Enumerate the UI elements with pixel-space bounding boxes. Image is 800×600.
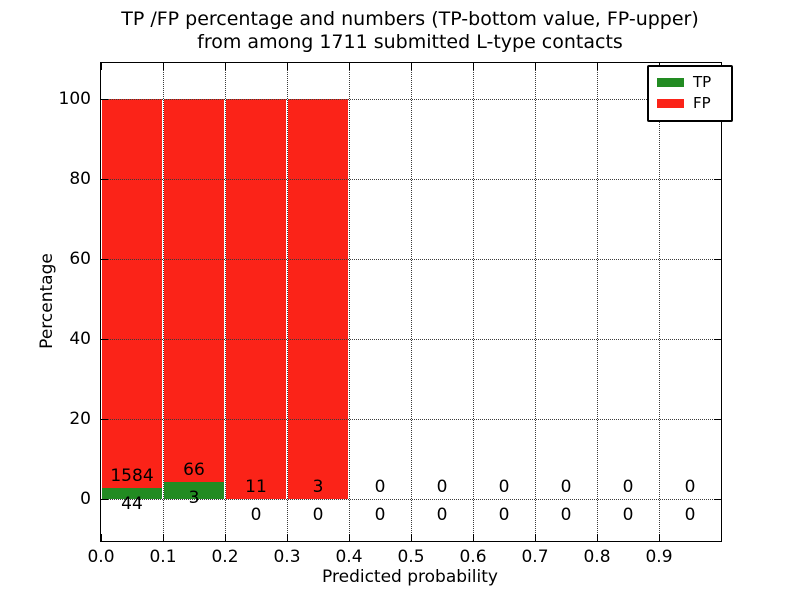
tp-count-label: 0 <box>436 505 448 525</box>
y-tick-mark <box>101 339 108 340</box>
chart-title: TP /FP percentage and numbers (TP-bottom… <box>121 8 699 54</box>
x-tick-mark-top <box>287 63 288 70</box>
gridline-vertical <box>659 63 660 541</box>
chart-title-line1: TP /FP percentage and numbers (TP-bottom… <box>121 8 699 30</box>
gridline-vertical <box>225 63 226 541</box>
bar-tp-segment <box>101 488 163 499</box>
x-tick-mark <box>349 534 350 541</box>
legend-entry-fp: FP <box>657 93 723 114</box>
fp-count-label: 0 <box>560 477 572 497</box>
x-tick-mark-top <box>225 63 226 70</box>
x-tick-mark <box>101 534 102 541</box>
y-tick-label: 80 <box>69 169 91 189</box>
tp-count-label: 0 <box>312 505 324 525</box>
x-tick-mark-top <box>597 63 598 70</box>
tp-count-label: 44 <box>121 494 143 515</box>
legend: TP FP <box>647 65 733 122</box>
x-tick-mark <box>597 534 598 541</box>
bar-fp-segment <box>101 99 163 489</box>
gridline-vertical <box>411 63 412 541</box>
x-tick-label: 0.4 <box>335 547 363 567</box>
x-tick-label: 0.7 <box>521 547 549 567</box>
y-tick-mark-right <box>714 339 721 340</box>
tp-count-label: 0 <box>560 505 572 525</box>
x-tick-mark-top <box>473 63 474 70</box>
tp-count-label: 0 <box>250 505 262 525</box>
x-tick-label: 0.0 <box>87 547 115 567</box>
fp-count-label: 1584 <box>110 466 154 487</box>
y-tick-mark <box>101 99 108 100</box>
x-tick-mark <box>225 534 226 541</box>
y-tick-mark <box>101 499 108 500</box>
x-tick-label: 0.1 <box>149 547 177 567</box>
y-tick-label: 100 <box>58 89 91 109</box>
tp-count-label: 0 <box>498 505 510 525</box>
x-axis-label: Predicted probability <box>322 567 498 587</box>
x-tick-mark-top <box>349 63 350 70</box>
x-tick-label: 0.2 <box>211 547 239 567</box>
gridline-vertical <box>597 63 598 541</box>
plot-area: TP FP 1584 44 66 3 11 0 3 0 0 0 0 0 0 0 0 0 0 0 0 0 0.0 0.1 0.… <box>59 62 733 567</box>
y-tick-label: 0 <box>80 489 91 509</box>
fp-count-label: 11 <box>245 477 267 497</box>
x-tick-mark <box>473 534 474 541</box>
x-tick-mark-top <box>101 63 102 70</box>
legend-entry-tp: TP <box>657 72 723 93</box>
gridline-vertical <box>349 63 350 541</box>
gridline-vertical <box>287 63 288 541</box>
fp-count-label: 0 <box>436 477 448 497</box>
x-tick-label: 0.6 <box>459 547 487 567</box>
tp-swatch-icon <box>657 78 684 87</box>
x-tick-mark-top <box>535 63 536 70</box>
fp-count-label: 0 <box>622 477 634 497</box>
x-tick-mark <box>287 534 288 541</box>
bar-fp-segment <box>163 99 225 482</box>
x-tick-mark <box>163 534 164 541</box>
x-tick-label: 0.9 <box>645 547 673 567</box>
x-tick-label: 0.8 <box>583 547 611 567</box>
fp-swatch-icon <box>657 99 684 108</box>
y-tick-mark-right <box>714 179 721 180</box>
x-tick-mark-top <box>411 63 412 70</box>
x-tick-label: 0.5 <box>397 547 425 567</box>
y-tick-mark-right <box>714 499 721 500</box>
bar-fp-segment <box>287 99 349 499</box>
tp-count-label: 0 <box>684 505 696 525</box>
chart-title-line2: from among 1711 submitted L-type contact… <box>197 31 623 53</box>
gridline-vertical <box>473 63 474 541</box>
fp-count-label: 66 <box>183 459 205 480</box>
legend-label-tp: TP <box>693 73 712 91</box>
y-tick-label: 60 <box>69 249 91 269</box>
y-tick-mark-right <box>714 419 721 420</box>
y-tick-label: 40 <box>69 329 91 349</box>
bar-fp-segment <box>225 99 287 499</box>
y-tick-mark <box>101 179 108 180</box>
x-tick-mark <box>659 534 660 541</box>
gridline-vertical <box>535 63 536 541</box>
y-tick-mark <box>101 259 108 260</box>
gridline-vertical <box>163 63 164 541</box>
y-tick-mark-right <box>714 259 721 260</box>
fp-count-label: 0 <box>684 477 696 497</box>
y-axis-label: Percentage <box>37 253 57 349</box>
y-tick-mark <box>101 419 108 420</box>
tp-count-label: 3 <box>188 487 200 508</box>
y-tick-label: 20 <box>69 409 91 429</box>
x-tick-mark <box>535 534 536 541</box>
x-tick-mark-top <box>163 63 164 70</box>
fp-count-label: 3 <box>312 477 324 497</box>
tp-count-label: 0 <box>374 505 386 525</box>
fp-count-label: 0 <box>498 477 510 497</box>
tp-count-label: 0 <box>622 505 634 525</box>
legend-label-fp: FP <box>693 94 711 112</box>
x-tick-label: 0.3 <box>273 547 301 567</box>
x-tick-mark <box>411 534 412 541</box>
fp-count-label: 0 <box>374 477 386 497</box>
